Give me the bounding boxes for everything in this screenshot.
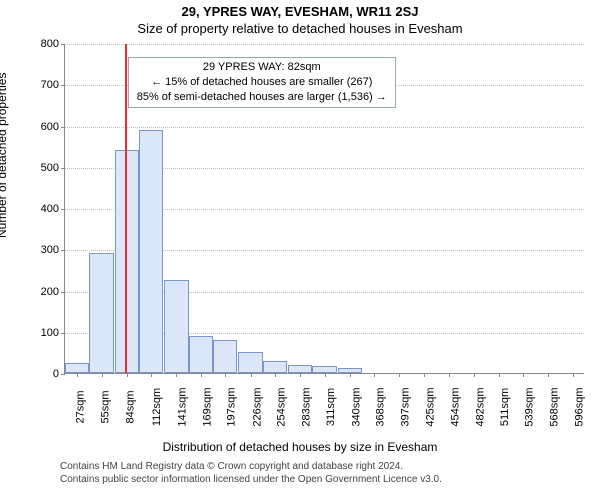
xtick-mark (424, 373, 425, 377)
ytick-label: 300 (41, 244, 65, 256)
xtick-mark (399, 373, 400, 377)
gridline (65, 127, 584, 128)
xtick-mark (374, 373, 375, 377)
xtick-mark (548, 373, 549, 377)
xtick-label: 425sqm (420, 387, 436, 426)
histogram-bar (238, 352, 262, 373)
xtick-label: 368sqm (371, 387, 387, 426)
xtick-label: 112sqm (147, 388, 163, 426)
xtick-mark (350, 373, 351, 377)
ytick-label: 800 (41, 38, 65, 50)
license-text: Contains HM Land Registry data © Crown c… (0, 454, 600, 486)
histogram-bar (189, 336, 213, 373)
ytick-label: 700 (41, 79, 65, 91)
ytick-label: 200 (41, 286, 65, 298)
xtick-label: 311sqm (321, 388, 337, 426)
xtick-label: 596sqm (569, 387, 585, 426)
histogram-bar (139, 130, 163, 373)
license-line-1: Contains HM Land Registry data © Crown c… (60, 460, 600, 473)
xtick-mark (573, 373, 574, 377)
ytick-label: 0 (53, 368, 65, 380)
ytick-label: 500 (41, 162, 65, 174)
histogram-bar (213, 340, 237, 373)
xtick-label: 283sqm (297, 387, 313, 426)
xtick-mark (201, 373, 202, 377)
license-line-2: Contains public sector information licen… (60, 473, 600, 486)
xtick-mark (449, 373, 450, 377)
xtick-label: 511sqm (495, 388, 511, 426)
xtick-label: 454sqm (446, 387, 462, 426)
ytick-label: 100 (41, 327, 65, 339)
annotation-line: ← 15% of detached houses are smaller (26… (137, 75, 387, 90)
xtick-mark (523, 373, 524, 377)
annotation-line: 29 YPRES WAY: 82sqm (137, 60, 387, 75)
xtick-mark (225, 373, 226, 377)
xtick-mark (499, 373, 500, 377)
xtick-mark (102, 373, 103, 377)
xtick-mark (77, 373, 78, 377)
xtick-mark (325, 373, 326, 377)
xtick-label: 84sqm (120, 390, 136, 423)
xtick-label: 141sqm (173, 387, 189, 426)
x-axis-label: Distribution of detached houses by size … (0, 438, 600, 454)
page-title: 29, YPRES WAY, EVESHAM, WR11 2SJ (0, 0, 600, 19)
annotation-line: 85% of semi-detached houses are larger (… (137, 90, 387, 105)
histogram-bar (312, 366, 336, 373)
xtick-mark (151, 373, 152, 377)
xtick-mark (300, 373, 301, 377)
chart-subtitle: Size of property relative to detached ho… (0, 19, 600, 38)
histogram-bar (288, 365, 312, 373)
histogram-bar (263, 361, 287, 373)
xtick-mark (176, 373, 177, 377)
histogram-bar (65, 363, 89, 373)
annotation-box: 29 YPRES WAY: 82sqm← 15% of detached hou… (128, 57, 396, 108)
xtick-mark (251, 373, 252, 377)
ytick-label: 400 (41, 203, 65, 215)
xtick-mark (275, 373, 276, 377)
y-axis-label: Number of detached properties (0, 73, 9, 238)
xtick-label: 197sqm (222, 387, 238, 426)
xtick-label: 254sqm (271, 387, 287, 426)
xtick-label: 27sqm (71, 390, 87, 423)
xtick-label: 482sqm (470, 387, 486, 426)
xtick-label: 169sqm (197, 387, 213, 426)
xtick-label: 55sqm (95, 390, 111, 423)
xtick-label: 340sqm (346, 387, 362, 426)
chart-area: Number of detached properties 0100200300… (0, 38, 600, 438)
ytick-label: 600 (41, 121, 65, 133)
xtick-mark (127, 373, 128, 377)
xtick-label: 539sqm (520, 387, 536, 426)
xtick-label: 568sqm (545, 387, 561, 426)
plot-area: 010020030040050060070080027sqm55sqm84sqm… (64, 44, 584, 374)
xtick-mark (474, 373, 475, 377)
xtick-label: 226sqm (247, 387, 263, 426)
xtick-label: 397sqm (396, 387, 412, 426)
gridline (65, 44, 584, 45)
histogram-bar (164, 280, 188, 373)
histogram-bar (89, 253, 113, 373)
